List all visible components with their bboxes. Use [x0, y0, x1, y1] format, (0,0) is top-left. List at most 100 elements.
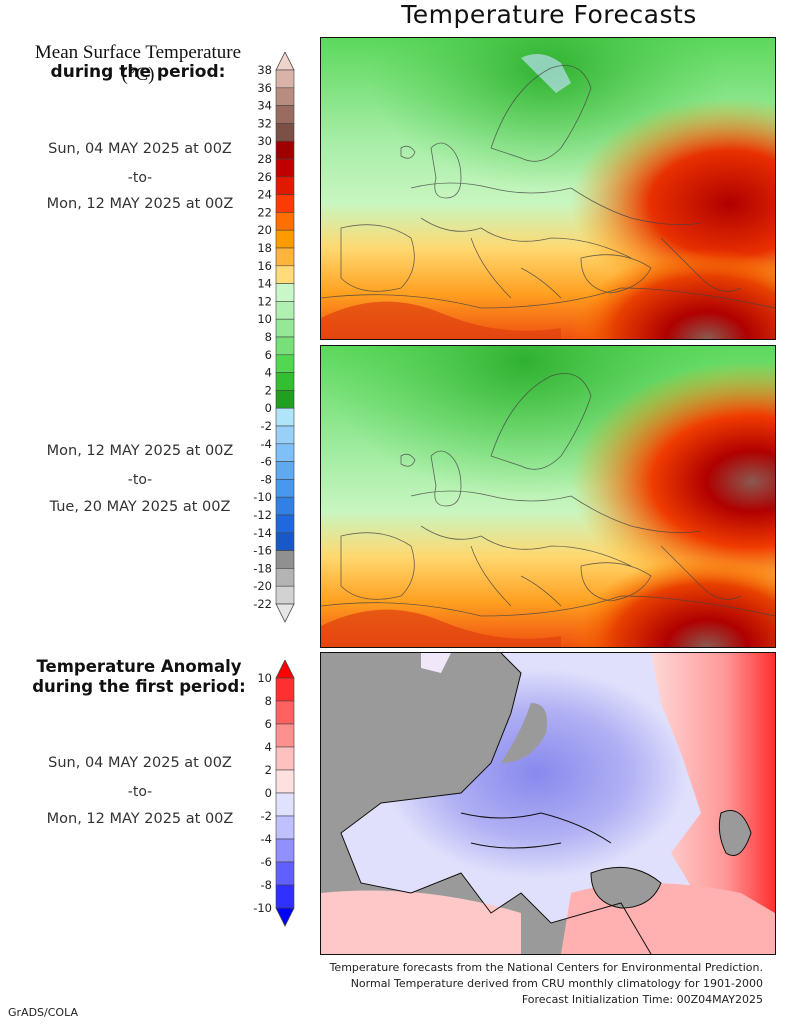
temperature-colorbar-tick-label: 32 — [257, 116, 272, 130]
footer-line-init-time: Forecast Initialization Time: 00Z04MAY20… — [521, 993, 763, 1006]
temperature-colorbar-swatch — [275, 301, 295, 320]
temperature-colorbar-swatch — [275, 194, 295, 213]
period3-start: Sun, 04 MAY 2025 at 00Z — [48, 755, 232, 771]
anomaly-colorbar-swatch — [275, 792, 295, 817]
anomaly-colorbar-swatch — [275, 746, 295, 771]
anomaly-colorbar-tick-label: 2 — [265, 763, 272, 777]
anomaly-colorbar-tick-label: -8 — [261, 878, 272, 892]
anomaly-map — [320, 652, 776, 955]
temperature-colorbar-swatch — [275, 354, 295, 373]
temperature-colorbar-tick-label: 28 — [257, 152, 272, 166]
period2-separator: -to- — [127, 472, 153, 488]
temperature-colorbar-swatch — [275, 407, 295, 427]
anomaly-colorbar: 10 8 6 4 2 0 -2 -4 -6 -8 -10 — [253, 660, 295, 927]
temperature-colorbar-swatch — [275, 568, 295, 587]
anomaly-colorbar-swatch — [275, 677, 295, 702]
temperature-colorbar-swatch — [275, 532, 295, 551]
temperature-colorbar-tick-label: 18 — [257, 241, 272, 255]
temperature-colorbar-tick-label: -16 — [253, 544, 272, 558]
temperature-colorbar-arrow-top — [275, 52, 295, 71]
temperature-colorbar-swatch — [275, 318, 295, 338]
anomaly-colorbar-swatch — [275, 769, 295, 794]
temperature-colorbar-swatch — [275, 69, 295, 89]
temperature-colorbar-swatch — [275, 550, 295, 569]
anomaly-colorbar-swatch — [275, 838, 295, 863]
period3-end: Mon, 12 MAY 2025 at 00Z — [46, 811, 234, 827]
temperature-colorbar-swatch — [275, 87, 295, 106]
temperature-map-period1 — [320, 37, 776, 340]
footer-credits: Temperature forecasts from the National … — [330, 960, 763, 1008]
anomaly-colorbar-tick-label: 4 — [265, 740, 272, 754]
temperature-colorbar-tick-label: 30 — [257, 134, 272, 148]
anomaly-colorbar-swatch — [275, 861, 295, 886]
temperature-colorbar-tick-label: -2 — [261, 419, 272, 433]
temperature-colorbar-swatch — [275, 247, 295, 267]
temperature-colorbar-swatch — [275, 390, 295, 409]
anomaly-colorbar-tick-label: 10 — [257, 671, 272, 685]
anomaly-colorbar-arrow-top — [275, 660, 295, 679]
temperature-colorbar-tick-label: -14 — [253, 526, 272, 540]
temperature-colorbar-tick-label: 20 — [257, 223, 272, 237]
temperature-colorbar-swatch — [275, 140, 295, 160]
temperature-colorbar-swatch — [275, 425, 295, 445]
footer-line-source: Temperature forecasts from the National … — [329, 961, 763, 974]
temperature-colorbar-tick-label: -8 — [261, 472, 272, 486]
period2-start: Mon, 12 MAY 2025 at 00Z — [46, 443, 234, 459]
anomaly-colorbar-tick-label: -10 — [253, 901, 272, 915]
anomaly-colorbar-tick-label: -6 — [261, 855, 272, 869]
temperature-colorbar-tick-label: 14 — [257, 277, 272, 291]
anomaly-colorbar-tick-label: 6 — [265, 717, 272, 731]
temperature-colorbar-swatch — [275, 229, 295, 249]
anomaly-colorbar-tick-label: -4 — [261, 832, 272, 846]
temperature-colorbar-tick-label: -22 — [253, 597, 272, 611]
anomaly-colorbar-tick-label: 8 — [265, 694, 272, 708]
anomaly-colorbar-swatch — [275, 884, 295, 909]
temperature-colorbar-arrow-bottom — [275, 603, 295, 623]
period2-end: Tue, 20 MAY 2025 at 00Z — [49, 499, 231, 515]
period3-separator: -to- — [127, 784, 153, 800]
period1-start: Sun, 04 MAY 2025 at 00Z — [48, 141, 232, 157]
temperature-colorbar-tick-label: -6 — [261, 455, 272, 469]
temperature-colorbar-tick-label: 8 — [265, 330, 272, 344]
temperature-colorbar-tick-label: -10 — [253, 490, 272, 504]
temperature-colorbar-tick-label: 34 — [257, 99, 272, 113]
anomaly-colorbar-arrow-bottom — [275, 907, 295, 927]
temperature-colorbar-swatch — [275, 514, 295, 534]
temperature-colorbar-swatch — [275, 212, 295, 231]
temperature-colorbar-tick-label: -20 — [253, 579, 272, 593]
period1-end: Mon, 12 MAY 2025 at 00Z — [46, 196, 234, 212]
temperature-colorbar-tick-label: -12 — [253, 508, 272, 522]
temperature-colorbar-swatch — [275, 176, 295, 195]
footer-line-climatology: Normal Temperature derived from CRU mont… — [350, 977, 763, 990]
temperature-colorbar-tick-label: 12 — [257, 294, 272, 308]
temperature-colorbar-swatch — [275, 443, 295, 462]
anomaly-colorbar-swatch — [275, 815, 295, 840]
temperature-colorbar-swatch — [275, 496, 295, 516]
anomaly-subtitle: during the first period: — [32, 677, 246, 696]
period1-separator: -to- — [127, 170, 153, 186]
temperature-colorbar-swatch — [275, 479, 295, 498]
temperature-colorbar-tick-label: 26 — [257, 170, 272, 184]
mean-temp-subtitle: during the period: — [50, 62, 226, 82]
anomaly-colorbar-tick-label: 0 — [265, 786, 272, 800]
temperature-map-period2 — [320, 345, 776, 648]
temperature-colorbar-tick-label: 38 — [257, 63, 272, 77]
temperature-colorbar-tick-label: -4 — [261, 437, 272, 451]
temperature-colorbar-tick-label: 4 — [265, 366, 272, 380]
temperature-colorbar-swatch — [275, 336, 295, 356]
temperature-colorbar-tick-label: 36 — [257, 81, 272, 95]
mean-temp-title: Mean Surface Temperature (°C) — [34, 42, 242, 85]
anomaly-colorbar-tick-label: -2 — [261, 809, 272, 823]
temperature-colorbar-swatch — [275, 585, 295, 605]
anomaly-title: Temperature Anomaly — [36, 657, 242, 676]
temperature-colorbar-swatch — [275, 123, 295, 142]
temperature-colorbar-swatch — [275, 265, 295, 284]
grads-credit: GrADS/COLA — [8, 1006, 78, 1019]
temperature-colorbar-tick-label: 16 — [257, 259, 272, 273]
temperature-colorbar-tick-label: 2 — [265, 383, 272, 397]
temperature-colorbar-swatch — [275, 461, 295, 480]
temperature-colorbar-tick-label: 6 — [265, 348, 272, 362]
page-title: Temperature Forecasts — [401, 0, 697, 29]
temperature-colorbar-tick-label: 24 — [257, 188, 272, 202]
anomaly-colorbar-swatch — [275, 723, 295, 748]
